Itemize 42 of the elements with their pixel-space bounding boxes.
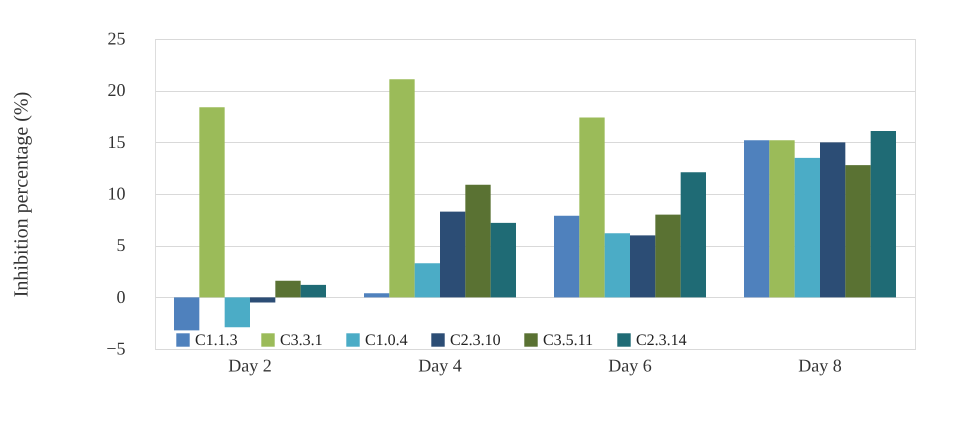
bar: [630, 235, 656, 298]
bar: [845, 165, 871, 298]
x-tick-label: Day 2: [228, 356, 272, 376]
bar: [870, 130, 896, 298]
legend-label: C2.3.14: [636, 332, 687, 349]
bar: [655, 214, 681, 298]
y-tick-label: 0: [116, 286, 126, 307]
bar: [174, 297, 200, 330]
bar: [300, 284, 326, 298]
bar: [414, 263, 440, 298]
bar: [794, 158, 820, 298]
y-tick-label: −5: [106, 338, 126, 358]
bar: [224, 297, 250, 328]
y-axis-title: Inhibition percentage (%): [10, 92, 32, 298]
bar: [275, 280, 301, 298]
bar: [769, 140, 795, 298]
bar: [744, 140, 770, 298]
bar: [490, 222, 516, 298]
y-tick-label: 25: [108, 28, 126, 48]
bar: [820, 142, 846, 298]
x-tick-label: Day 8: [798, 356, 842, 376]
legend-label: C3.3.1: [280, 332, 323, 349]
bar: [250, 297, 276, 302]
y-tick-label: 10: [108, 184, 126, 204]
bar: [465, 184, 491, 298]
bar: [579, 118, 605, 298]
y-tick-label: 5: [116, 235, 126, 256]
y-tick-label: 15: [108, 132, 126, 152]
bar: [440, 212, 466, 298]
y-tick-label: 20: [108, 80, 126, 100]
bar: [554, 216, 580, 298]
bar: [604, 233, 630, 298]
x-tick-label: Day 6: [608, 356, 652, 376]
bar: [680, 172, 706, 298]
legend-label: C2.3.10: [450, 332, 501, 349]
bar: [199, 107, 225, 298]
bar: [389, 79, 415, 298]
x-tick-label: Day 4: [418, 356, 462, 376]
legend-label: C3.5.11: [543, 332, 594, 349]
legend-label: C1.1.3: [195, 332, 238, 349]
bar: [364, 293, 390, 298]
legend-label: C1.0.4: [365, 332, 408, 349]
